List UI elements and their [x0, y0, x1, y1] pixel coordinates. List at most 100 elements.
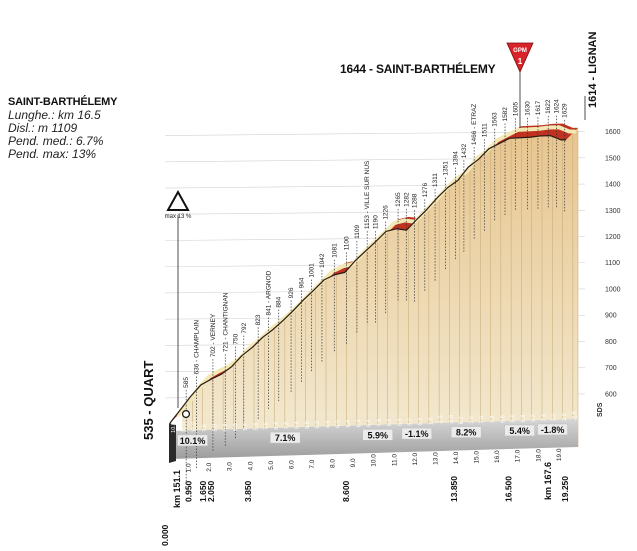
x-tick-label: 15.0: [474, 451, 481, 464]
start-label: 535 - QUART: [141, 360, 156, 440]
point-label: 702 - VERNEY: [210, 313, 217, 357]
point-label: 1001: [309, 263, 316, 278]
y-tick-label: 1100: [605, 260, 620, 267]
gradient-box-label: -1.8%: [541, 425, 565, 435]
x-tick-label: 4.0: [247, 461, 254, 470]
segment-grade: 7.8: [284, 422, 290, 430]
point-label: 1276: [422, 183, 429, 198]
point-label: 636 - CHAMPLAIN: [193, 320, 200, 375]
point-label: 1605: [512, 101, 519, 116]
x-tick-label: 3.0: [227, 462, 234, 471]
point-label: 1511: [481, 123, 488, 137]
segment-grade: 6.4: [356, 420, 362, 428]
gradient-box-label: 8.2%: [456, 428, 477, 438]
segment-grade: 5.0: [212, 424, 218, 432]
segment-grade: 7.8: [377, 419, 383, 427]
gpm-category: 1: [518, 57, 523, 66]
point-label: 926: [288, 287, 295, 298]
segment-grade: 8.0: [305, 421, 311, 429]
y-tick-label: 1400: [605, 182, 621, 189]
end-label: 1614 - LIGNAN: [587, 32, 599, 108]
segment-grade: 7.6: [264, 422, 270, 430]
segment-grade: 7.8: [480, 416, 486, 424]
segment-grade: -1.6: [439, 415, 445, 424]
segment-grade: 6.8: [233, 423, 239, 431]
bottom-distance: 0.950: [184, 480, 194, 502]
km-marker-start: km 151.1: [172, 470, 182, 508]
point-label: 823: [255, 314, 262, 325]
segment-grade: 6.4: [367, 419, 373, 427]
point-label: 1288: [412, 193, 419, 208]
y-tick-label: 900: [605, 313, 617, 320]
point-label: 585: [183, 377, 190, 388]
gpm-label: GPM: [513, 48, 527, 54]
segment-grade: 8.8: [397, 418, 403, 426]
segment-grade: 4.6: [325, 421, 331, 429]
bottom-distances: 0.0000.950 1.6502.050 3.850 8.600 13.850 16.5…: [160, 476, 570, 546]
x-tick-label: 8.0: [330, 459, 337, 468]
x-tick-label: 2.0: [206, 462, 213, 471]
x-tick-label: 18.0: [535, 449, 542, 462]
point-label: 884: [276, 296, 283, 307]
km-marker-summit: km 167.6: [543, 462, 553, 500]
x-tick-label: 11.0: [391, 454, 398, 467]
point-label: 1153 - VILLE SUR NUS: [364, 160, 371, 229]
max-grade-label: max 13 %: [165, 214, 192, 220]
segment-grade: 7.6: [202, 424, 208, 432]
point-label: 1109: [354, 224, 361, 238]
point-label: 1624: [553, 99, 560, 114]
elevation-unit: SDS: [597, 402, 604, 417]
x-tick-label: 9.0: [350, 458, 357, 467]
point-label: 721 - CHANTIGNAN: [222, 292, 229, 352]
y-tick-label: 700: [605, 365, 617, 372]
segment-grade: 5.6: [253, 423, 259, 431]
segment-grade: 7.2: [490, 416, 496, 424]
point-label: 1265: [395, 192, 402, 207]
point-label: 1311: [432, 173, 439, 187]
bottom-distance: 0.000: [160, 524, 170, 546]
segment-grade: 1.0: [428, 417, 434, 425]
bottom-distance: 19.250: [560, 476, 570, 502]
x-tick-label: 14.0: [453, 451, 460, 464]
segment-grade: 9.2: [531, 414, 537, 422]
segment-grade: 11.8: [192, 422, 198, 432]
point-label: 1432: [461, 143, 468, 158]
point-label: 841 - ARGNOD: [265, 270, 272, 315]
segment-grade: 6.2: [315, 421, 321, 429]
point-label: 750: [233, 333, 240, 344]
segment-grade: 10.0: [171, 422, 177, 433]
segment-grade: 7.4: [541, 414, 547, 422]
point-label: 1190: [372, 215, 379, 229]
x-tick-label: 19.0: [556, 448, 563, 461]
point-label: 1394: [453, 151, 460, 166]
segment-grade: -2.8: [572, 411, 578, 420]
elevation-axis: 6007008009001000110012001300140015001600: [605, 129, 621, 398]
point-label: 792: [241, 322, 248, 333]
point-label: 1100: [344, 236, 351, 250]
segment-grade: 6.0: [336, 420, 342, 428]
segment-grade: 6.4: [346, 420, 352, 428]
x-tick-label: 10.0: [371, 454, 378, 467]
x-tick-label: 13.0: [432, 452, 439, 465]
point-label: 1630: [525, 101, 532, 116]
x-tick-label: 16.0: [494, 450, 501, 463]
y-tick-label: 1600: [605, 129, 621, 136]
segment-grade: 2.2: [562, 413, 568, 421]
y-tick-label: 1000: [605, 286, 621, 293]
x-tick-label: 5.0: [268, 460, 275, 469]
gradient-box-label: 5.4%: [509, 426, 530, 436]
x-tick-label: 6.0: [288, 460, 295, 469]
point-label: 1042: [319, 253, 326, 268]
start-marker: [183, 411, 190, 418]
gradient-box-label: -1.1%: [405, 429, 429, 439]
segment-grade: 8.8: [521, 415, 527, 423]
segment-grade: 5.9: [243, 423, 249, 431]
point-label: 1466 - ETRAZ: [471, 104, 478, 146]
bottom-distance: 3.850: [243, 480, 253, 502]
segment-grade: 8.4: [295, 421, 301, 429]
bottom-distance: 13.850: [449, 476, 459, 502]
point-label: 1226: [383, 205, 390, 220]
point-label: 1622: [545, 99, 552, 114]
segment-grade: 3.2: [552, 414, 558, 422]
